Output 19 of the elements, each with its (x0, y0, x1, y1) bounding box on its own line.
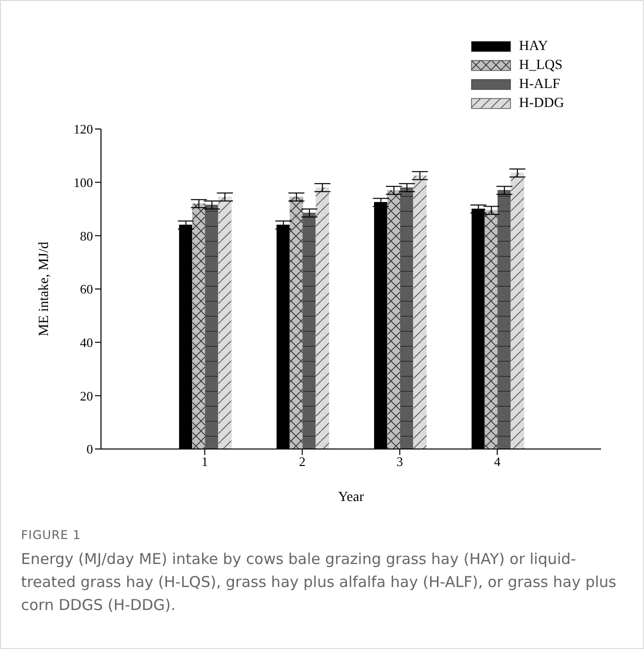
x-tick-label: 3 (396, 454, 403, 470)
text: Energy (MJ/day ME) intake by cows bale grazing grass hay (HAY) or liquid-treated grass hay (H-LQS), grass hay plus alfalfa hay (H-ALF), or grass hay plus corn DDGS (H-DDG). (21, 549, 618, 616)
x-tick-label: 4 (494, 454, 501, 470)
legend-label: HAY (519, 38, 548, 54)
y-tick-label: 120 (74, 122, 93, 137)
y-tick-label: 60 (80, 282, 93, 297)
text: FIGURE 1 (21, 528, 82, 542)
y-tick-label: 80 (80, 228, 93, 244)
x-tick-label: 1 (202, 454, 208, 470)
x-tick-label: 2 (299, 454, 306, 470)
y-tick-label: 40 (80, 334, 93, 350)
y-tick-label: 0 (86, 442, 93, 457)
legend-label: H-DDG (519, 96, 564, 112)
y-tick-label: 100 (74, 174, 93, 190)
x-axis-title: Year (338, 490, 364, 505)
y-tick-label: 20 (80, 388, 93, 404)
legend-label: H-ALF (519, 76, 560, 92)
y-axis-title: ME intake, MJ/d (36, 242, 52, 336)
legend-label: H_LQS (519, 58, 563, 74)
